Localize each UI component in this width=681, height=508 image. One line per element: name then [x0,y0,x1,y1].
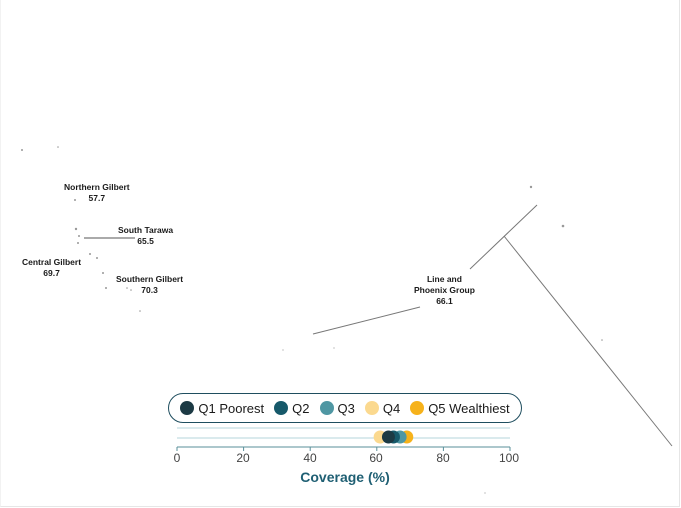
legend-dot-q1 [180,401,195,415]
value-southern-gilbert: 70.3 [141,285,158,295]
label-south-tarawa: South Tarawa 65.5 [118,225,174,246]
label-line-phoenix-group: Line and Phoenix Group 66.1 [414,274,475,306]
tick-label-100: 100 [498,451,520,465]
tick-label-20: 20 [236,451,250,465]
legend-item-q1: Q1 Poorest [180,401,264,416]
coverage-points [373,430,414,444]
leader-line-phoenix-b [503,235,673,447]
legend-dot-q4 [364,401,379,415]
value-south-tarawa: 65.5 [137,236,154,246]
tick-label-40: 40 [303,451,317,465]
label-central-gilbert: Central Gilbert 69.7 [22,257,82,278]
island-specks [21,146,603,494]
legend-item-q2: Q2 [274,401,310,416]
legend-dot-q2 [274,401,289,415]
leader-line-phoenix-a [469,204,538,270]
legend-item-q3: Q3 [319,401,355,416]
legend-item-q4: Q4 [364,401,400,416]
legend-dot-q3 [319,401,334,415]
label-northern-gilbert: Northern Gilbert 57.7 [64,182,130,203]
tick-label-80: 80 [436,451,450,465]
label-southern-gilbert: Southern Gilbert 70.3 [116,274,184,295]
tick-label-60: 60 [369,451,383,465]
legend-item-q5: Q5 Wealthiest [410,401,510,416]
coverage-axis [176,427,511,451]
quintile-legend: Q1 Poorest Q2 Q3 Q4 Q5 Wealthiest [168,393,522,423]
value-line-phoenix-group: 66.1 [436,296,453,306]
value-central-gilbert: 69.7 [43,268,60,278]
value-northern-gilbert: 57.7 [88,193,106,203]
legend-dot-q5 [410,401,425,415]
tick-label-0: 0 [173,451,181,465]
leader-line-phoenix-short [312,306,421,335]
point-q1-poorest [381,430,395,444]
axis-title: Coverage (%) [300,469,390,485]
